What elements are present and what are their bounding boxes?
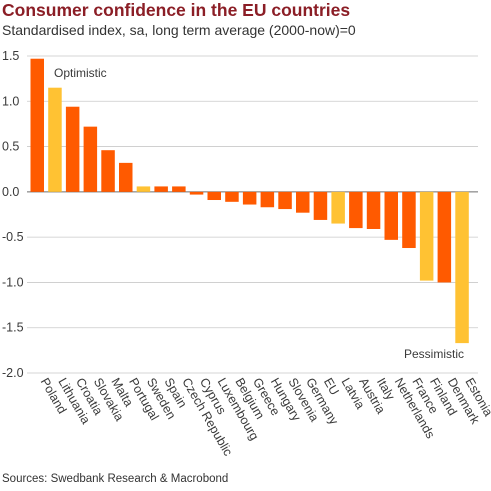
bar-italy — [366, 191, 381, 229]
bar-austria — [349, 191, 363, 229]
bar-sweden — [136, 186, 151, 192]
bar-eu — [313, 191, 328, 220]
bar-malta — [101, 150, 115, 192]
bar-slovakia — [83, 126, 98, 192]
source-note: Sources: Swedbank Research & Macrobond — [2, 473, 229, 485]
chart-title: Consumer confidence in the EU countries — [2, 0, 351, 20]
y-tick-label: -0.5 — [2, 230, 24, 244]
bar-hungary — [260, 191, 275, 208]
bar-netherlands — [384, 191, 398, 240]
bar-czech-republic — [172, 186, 186, 192]
bar-finland — [419, 191, 434, 281]
bar-lithuania — [48, 87, 62, 192]
bar-croatia — [65, 106, 80, 192]
y-tick-label: 0.5 — [2, 140, 19, 154]
bar-france — [402, 191, 416, 249]
bar-greece — [242, 191, 257, 205]
chart-subtitle: Standardised index, sa, long term averag… — [2, 22, 356, 38]
bar-denmark — [437, 191, 452, 283]
bar-estonia — [455, 191, 469, 344]
y-tick-label: 1.0 — [2, 94, 19, 108]
y-tick-label: 0.0 — [2, 185, 19, 199]
bar-spain — [154, 186, 168, 192]
y-tick-label: -2.0 — [2, 366, 24, 380]
y-tick-label: -1.0 — [2, 275, 24, 289]
bar-belgium — [225, 191, 239, 202]
bar-germany — [296, 191, 310, 213]
bar-luxembourg — [207, 191, 221, 201]
annotation-optimistic: Optimistic — [54, 66, 107, 80]
annotation-pessimistic: Pessimistic — [404, 347, 464, 361]
bar-poland — [30, 58, 44, 192]
y-tick-label: -1.5 — [2, 321, 24, 335]
bar-latvia — [331, 191, 345, 224]
bar-slovenia — [278, 191, 292, 210]
y-tick-label: 1.5 — [2, 49, 19, 63]
bar-cyprus — [189, 191, 204, 195]
bar-portugal — [119, 162, 133, 192]
